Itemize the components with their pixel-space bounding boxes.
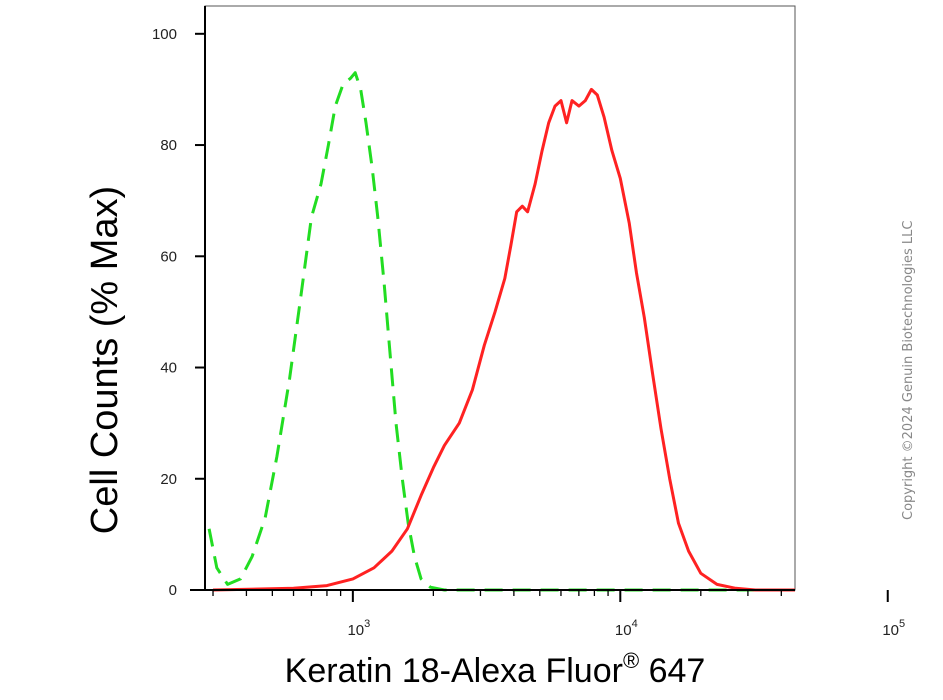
y-tick-label-0: 0 <box>169 582 177 599</box>
x-axis-title-main: Keratin 18-Alexa Fluor <box>285 652 623 690</box>
series-line-1 <box>207 71 795 592</box>
x-axis-title-superscript: ® <box>623 648 639 673</box>
y-tick-label-100: 100 <box>152 26 177 43</box>
x-tick-label-1: 103 <box>347 618 370 639</box>
x-axis-title: Keratin 18-Alexa Fluor® 647 <box>285 648 706 690</box>
y-axis-title: Cell Counts (% Max) <box>84 186 126 534</box>
y-tick-label-40: 40 <box>160 360 177 377</box>
series-line-2 <box>212 87 795 592</box>
y-tick-label-60: 60 <box>160 248 177 265</box>
x-tick-label-2: 104 <box>615 618 638 639</box>
y-tick-label-20: 20 <box>160 471 177 488</box>
x-tick-label-3: 105 <box>882 618 905 639</box>
x-axis-title-suffix: 647 <box>639 652 705 690</box>
copyright-watermark: Copyright ©2024 Genuin Biotechnologies L… <box>901 220 916 520</box>
y-tick-label-80: 80 <box>160 137 177 154</box>
